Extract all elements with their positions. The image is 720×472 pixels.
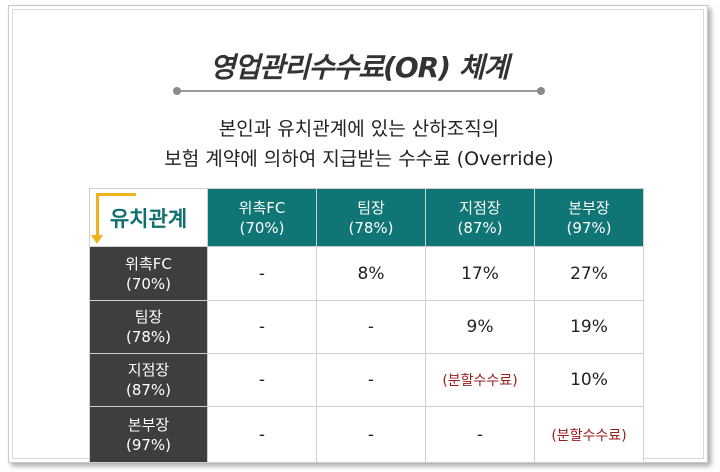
column-header-jijeomjang: 지점장 (87%) — [425, 188, 535, 247]
table-cell: - — [207, 406, 317, 463]
table-cell-split-fee: (분할수수료) — [425, 353, 535, 407]
table-cell: - — [207, 300, 317, 354]
table-cell: - — [316, 300, 426, 354]
row-header-rate: (87%) — [125, 381, 172, 399]
table-cell: - — [207, 246, 317, 301]
row-header-jijeomjang: 지점장 (87%) — [89, 353, 208, 407]
column-header-rate: (70%) — [239, 218, 285, 237]
split-fee-label: (분할수수료) — [551, 427, 627, 444]
row-header-name: 지점장 — [127, 361, 170, 379]
table-cell: 10% — [534, 353, 644, 407]
table-cell: - — [207, 353, 317, 407]
arrow-line-vertical — [96, 193, 99, 237]
column-header-rate: (78%) — [348, 218, 394, 237]
row-header-name: 팀장 — [134, 308, 163, 326]
column-header-wichokfc: 위촉FC (70%) — [207, 188, 317, 247]
row-header-rate: (97%) — [125, 435, 172, 454]
split-fee-label: (분할수수료) — [442, 373, 518, 389]
subtitle-line-2: 보험 계약에 의하여 지급받는 수수료 (Override) — [164, 148, 554, 170]
column-header-name: 본부장 — [568, 198, 610, 217]
row-header-timjang: 팀장 (78%) — [89, 300, 208, 354]
column-header-rate: (87%) — [457, 218, 503, 237]
row-header-bonbujang: 본부장 (97%) — [89, 406, 208, 463]
image-frame: 영업관리수수료(OR) 체계 본인과 유치관계에 있는 산하조직의 보험 계약에… — [8, 5, 708, 463]
column-header-timjang: 팀장 (78%) — [316, 188, 426, 247]
table-cell: 17% — [425, 246, 535, 301]
table-row: 본부장 (97%) - - - (분할수수료) — [89, 406, 644, 463]
table-row: 위촉FC (70%) - 8% 17% 27% — [89, 246, 644, 301]
row-header-wichokfc: 위촉FC (70%) — [89, 246, 208, 301]
subtitle-line-1: 본인과 유치관계에 있는 산하조직의 — [218, 118, 500, 140]
column-header-name: 팀장 — [357, 198, 385, 217]
table-cell-split-fee: (분할수수료) — [534, 406, 644, 463]
page-title: 영업관리수수료(OR) 체계 — [209, 51, 510, 84]
corner-label: 유치관계 — [109, 206, 188, 231]
table-cell: 9% — [425, 300, 535, 354]
table-cell: 19% — [534, 300, 644, 354]
commission-table: 유치관계 위촉FC (70%) 팀장 (78%) 지점장 (87%) 본부장 (… — [89, 188, 644, 463]
table-cell: 8% — [316, 246, 426, 301]
table-cell: - — [425, 406, 535, 463]
table-cell: 27% — [534, 246, 644, 301]
table-cell: - — [316, 406, 426, 463]
column-header-name: 지점장 — [459, 198, 501, 217]
column-header-bonbujang: 본부장 (97%) — [534, 188, 644, 247]
column-header-name: 위촉FC — [238, 198, 286, 217]
column-header-rate: (97%) — [566, 218, 612, 237]
row-header-rate: (70%) — [125, 274, 172, 293]
row-header-name: 본부장 — [127, 415, 170, 434]
arrow-line-horizontal — [96, 193, 136, 196]
arrow-down-icon — [91, 235, 103, 244]
row-header-rate: (78%) — [125, 328, 172, 346]
table-corner-cell: 유치관계 — [89, 188, 208, 247]
table-row: 팀장 (78%) - - 9% 19% — [89, 300, 644, 354]
row-header-name: 위촉FC — [125, 254, 172, 273]
title-underline — [173, 87, 545, 95]
table-cell: - — [316, 353, 426, 407]
table-row: 지점장 (87%) - - (분할수수료) 10% — [89, 353, 644, 407]
